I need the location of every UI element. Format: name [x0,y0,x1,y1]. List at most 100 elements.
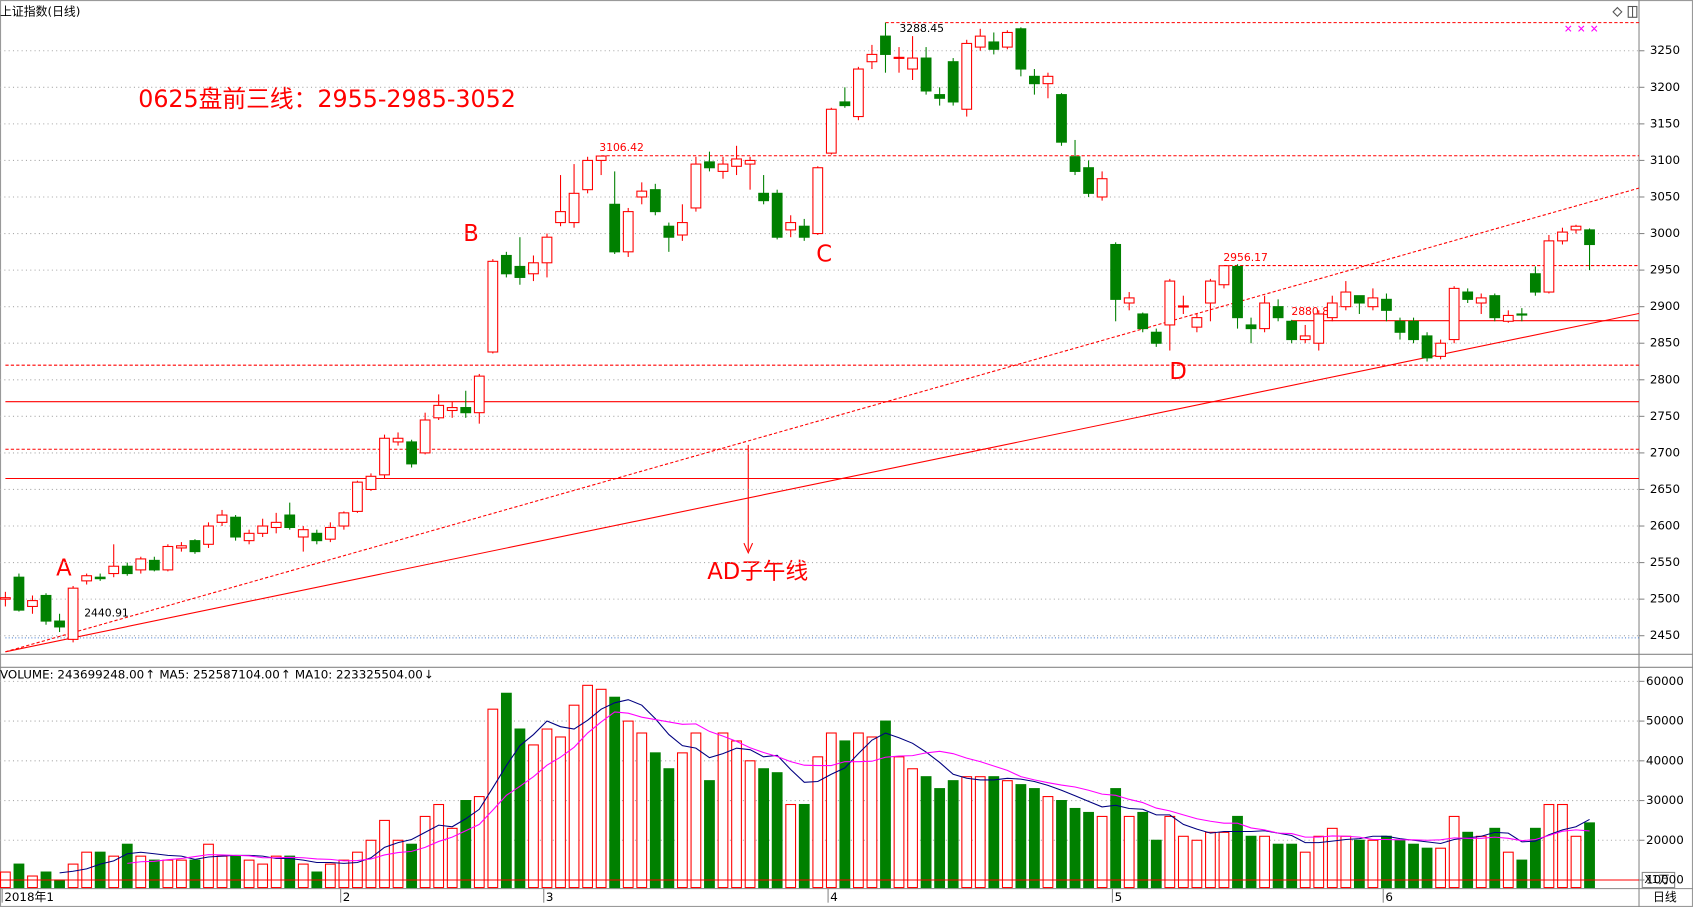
y-tick-label: 3250 [1650,43,1680,57]
volume-bar [852,732,864,889]
candle-body [176,545,187,549]
volume-bar [27,875,38,889]
candle-body [1462,291,1474,300]
volume-bar [1218,831,1230,889]
candle-body [284,514,296,529]
chart-title: 上证指数(日线) [0,4,80,18]
candle-body [1259,302,1270,330]
candle-body [1475,297,1487,304]
price-label: 2956.17 [1223,251,1268,264]
volume-bar [514,728,526,889]
volume-bar [1326,827,1338,889]
volume-bar [121,843,133,889]
candle-body [13,576,25,611]
candle-body [1150,331,1162,344]
candle-body [974,35,986,48]
volume-bar [487,708,499,889]
candle-body [961,42,973,110]
y-tick-label: 2450 [1650,628,1680,642]
candle-body [94,576,106,580]
trend-line [5,187,1640,653]
volume-bar [1353,839,1365,889]
volume-bar [690,732,702,889]
candle-body [379,437,390,476]
volume-bar [216,855,228,889]
y-tick-label: 2750 [1650,409,1680,423]
candle-body [609,203,621,253]
ma-line [127,711,1590,864]
candle-body [1408,320,1419,341]
candle-body [406,441,417,465]
candle-body [1313,313,1325,344]
candle-body [704,161,715,169]
volume-bar [162,859,174,889]
volume-legend: MA5: 252587104.00 [159,667,279,681]
volume-bar [1286,843,1298,889]
candle-body [1381,298,1392,311]
volume-bar [352,851,363,889]
candle-body [595,155,607,161]
candle-body [1543,240,1555,293]
y-tick-label: 2800 [1650,372,1680,386]
volume-bar [1056,800,1067,889]
candle-body [216,514,228,523]
toolbar-icons [1565,5,1638,32]
y-tick-label: 30000 [1646,793,1684,807]
candle-body [392,437,404,443]
volume-bar [1502,851,1514,889]
candle-body [0,597,11,600]
y-tick-label: 2950 [1650,263,1680,277]
volume-bar [176,859,187,889]
volume-legend: VOLUME: 243699248.00 [0,667,144,681]
candle-body [243,532,255,542]
volume-bar [798,803,810,889]
candle-body [1042,75,1054,85]
x-tick-label: 4 [830,890,838,904]
candle-body [1218,265,1230,286]
volume-bar [1001,780,1013,889]
y-tick-label: 2850 [1650,336,1680,350]
volume-bar [947,780,959,889]
candle-body [622,211,634,253]
candle-body [1001,31,1013,48]
candle-body [487,260,499,353]
candle-body [717,163,729,172]
volume-bar [365,839,377,889]
volume-bar [1448,815,1460,889]
volume-bar [1435,847,1447,889]
volume-bar [717,732,729,889]
candle-body [514,265,526,278]
volume-bar [595,688,607,889]
point-label: C [816,241,832,267]
volume-bar [1042,796,1054,889]
volume-bar [460,800,472,889]
candle-body [230,516,241,538]
volume-legend-arrow: ↑ [281,667,291,681]
volume-bar [636,732,648,889]
candle-body [1489,295,1501,319]
candle-body [365,475,377,491]
volume-bar [555,736,566,889]
candle-body [419,419,431,454]
period-label: 日线 [1653,890,1677,904]
volume-bar [500,692,512,889]
volume-bar [785,803,797,889]
y-tick-label: 3100 [1650,153,1680,167]
candle-body [947,61,959,103]
volume-bar [1015,784,1027,889]
candle-body [528,262,539,275]
volume-bar [1543,803,1555,889]
trend-line [5,312,1640,653]
candle-body [1096,178,1108,198]
price-label: 2440.91 [84,606,129,619]
candle-body [812,167,824,235]
volume-bar [324,863,336,889]
volume-bar [1191,839,1203,889]
volume-bar [1584,822,1595,889]
y-tick-label: 2550 [1650,555,1680,569]
candle-body [324,526,336,540]
volume-bar [433,803,445,889]
volume-bar [189,859,201,889]
volume-bar [1421,847,1433,889]
volume-bar [257,863,269,889]
